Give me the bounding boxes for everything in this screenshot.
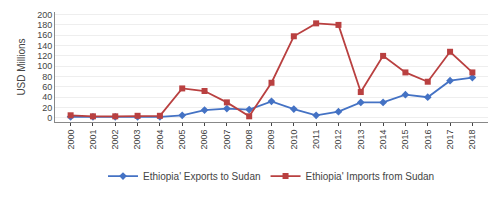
- svg-text:Ethiopia' Exports to Sudan: Ethiopia' Exports to Sudan: [143, 171, 261, 182]
- svg-text:2012: 2012: [333, 130, 343, 150]
- svg-text:2002: 2002: [110, 130, 120, 150]
- svg-text:2010: 2010: [289, 130, 299, 150]
- svg-text:USD Millions: USD Millions: [16, 38, 27, 95]
- svg-text:120: 120: [37, 51, 52, 61]
- svg-text:2003: 2003: [133, 130, 143, 150]
- svg-text:60: 60: [42, 82, 52, 92]
- svg-text:0: 0: [47, 113, 52, 123]
- svg-text:160: 160: [37, 30, 52, 40]
- svg-text:2000: 2000: [66, 130, 76, 150]
- svg-text:2017: 2017: [445, 130, 455, 150]
- svg-text:2001: 2001: [88, 130, 98, 150]
- svg-text:2004: 2004: [155, 130, 165, 150]
- svg-text:2007: 2007: [222, 130, 232, 150]
- svg-text:2014: 2014: [378, 130, 388, 150]
- svg-text:2015: 2015: [400, 130, 410, 150]
- svg-text:2008: 2008: [244, 130, 254, 150]
- svg-text:180: 180: [37, 20, 52, 30]
- svg-text:2005: 2005: [177, 130, 187, 150]
- svg-text:100: 100: [37, 61, 52, 71]
- svg-text:2013: 2013: [356, 130, 366, 150]
- svg-text:2018: 2018: [467, 130, 477, 150]
- svg-text:20: 20: [42, 103, 52, 113]
- svg-text:Ethiopia' Imports from Sudan: Ethiopia' Imports from Sudan: [306, 171, 435, 182]
- svg-text:2006: 2006: [199, 130, 209, 150]
- svg-text:40: 40: [42, 92, 52, 102]
- svg-text:2011: 2011: [311, 130, 321, 149]
- svg-text:2009: 2009: [266, 130, 276, 150]
- svg-text:80: 80: [42, 72, 52, 82]
- svg-text:200: 200: [37, 10, 52, 20]
- svg-text:2016: 2016: [423, 130, 433, 150]
- svg-text:140: 140: [37, 41, 52, 51]
